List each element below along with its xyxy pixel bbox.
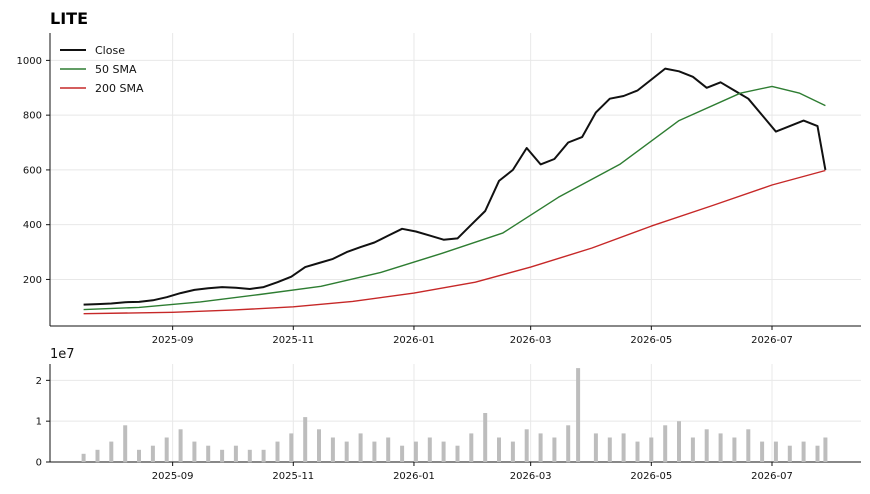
volume-bar	[552, 437, 557, 462]
price-x-tick-label: 2025-09	[152, 335, 194, 346]
volume-bar	[386, 437, 391, 462]
volume-x-tick-label: 2026-01	[393, 471, 435, 482]
price-y-tick-label: 600	[23, 165, 42, 176]
volume-y-tick-label: 0	[36, 458, 42, 469]
volume-bar	[81, 453, 86, 462]
legend-label: 50 SMA	[95, 63, 137, 76]
volume-x-tick-label: 2026-03	[510, 471, 552, 482]
chart-title: LITE	[50, 9, 88, 28]
series-line-50-sma	[83, 85, 826, 311]
volume-x-tick-label: 2025-09	[152, 471, 194, 482]
legend-label: Close	[95, 44, 125, 57]
price-x-tick-label: 2026-07	[751, 335, 793, 346]
volume-bar	[137, 449, 141, 463]
volume-bar	[576, 368, 581, 462]
volume-bar	[718, 433, 723, 462]
volume-bar	[677, 421, 681, 462]
volume-x-tick-label: 2025-11	[272, 471, 314, 482]
volume-bar	[787, 445, 792, 462]
volume-bar	[469, 433, 474, 462]
volume-bar	[289, 433, 294, 462]
volume-bar	[593, 433, 598, 462]
volume-bar	[663, 425, 668, 463]
volume-bar	[690, 437, 695, 462]
volume-bar	[649, 437, 654, 462]
volume-bar	[621, 433, 626, 462]
price-x-tick-label: 2026-05	[630, 335, 672, 346]
price-y-tick-label: 800	[23, 111, 42, 122]
volume-bar	[400, 445, 405, 462]
volume-bar	[483, 413, 488, 462]
volume-bar	[164, 437, 169, 462]
volume-bar	[635, 441, 640, 462]
volume-bar	[510, 441, 515, 462]
price-x-tick-label: 2026-01	[393, 335, 435, 346]
volume-bar	[760, 441, 765, 462]
chart-legend: Close 50 SMA 200 SMA	[60, 44, 144, 95]
volume-bar	[233, 445, 238, 462]
volume-bar	[427, 437, 432, 462]
volume-panel: 2025-09 2025-11 2026-01 2026-03 2026-05 2026-…	[36, 364, 861, 482]
volume-bar	[732, 437, 737, 462]
volume-bar	[801, 441, 806, 462]
series-line-200-sma	[83, 169, 826, 315]
volume-bar	[206, 445, 211, 462]
price-panel: 2025-09 2025-11 2026-01 2026-03 2026-05 2026-…	[17, 33, 861, 346]
volume-scale-label: 1e7	[50, 347, 75, 362]
volume-bar	[538, 433, 543, 462]
volume-bar	[566, 425, 571, 463]
volume-bar	[607, 437, 612, 462]
volume-bar	[704, 429, 709, 462]
volume-y-tick-label: 2	[36, 376, 42, 387]
volume-bar	[815, 445, 820, 462]
volume-bar	[192, 441, 197, 462]
volume-bar	[330, 437, 335, 462]
volume-x-tick-label: 2026-07	[751, 471, 793, 482]
volume-x-tick-label: 2026-05	[630, 471, 672, 482]
volume-bar	[358, 433, 363, 462]
volume-bar	[261, 449, 266, 463]
volume-bar	[220, 449, 225, 463]
price-y-tick-label: 400	[23, 220, 42, 231]
volume-bar	[303, 417, 308, 462]
legend-label: 200 SMA	[95, 82, 144, 95]
volume-y-tick-label: 1	[36, 417, 42, 428]
volume-bar	[413, 441, 418, 462]
series-line-close	[83, 67, 827, 306]
volume-bar	[123, 425, 128, 463]
price-x-tick-label: 2026-03	[510, 335, 552, 346]
volume-bar	[109, 441, 114, 462]
volume-bar	[372, 441, 377, 462]
price-y-tick-label: 1000	[17, 56, 42, 67]
volume-bar	[317, 429, 321, 462]
price-x-tick-label: 2025-11	[272, 335, 314, 346]
volume-bar	[746, 429, 751, 462]
volume-bar	[441, 441, 446, 462]
volume-bar	[247, 449, 252, 463]
volume-bar	[524, 429, 529, 462]
volume-bar	[344, 441, 349, 462]
volume-bar	[823, 437, 828, 462]
volume-bar	[178, 429, 183, 462]
volume-bar	[150, 445, 155, 462]
volume-bar	[497, 437, 501, 462]
volume-bar	[95, 449, 100, 463]
volume-bar	[773, 441, 778, 462]
volume-bar	[275, 441, 280, 462]
price-y-tick-label: 200	[23, 275, 42, 286]
volume-bar	[455, 445, 460, 462]
